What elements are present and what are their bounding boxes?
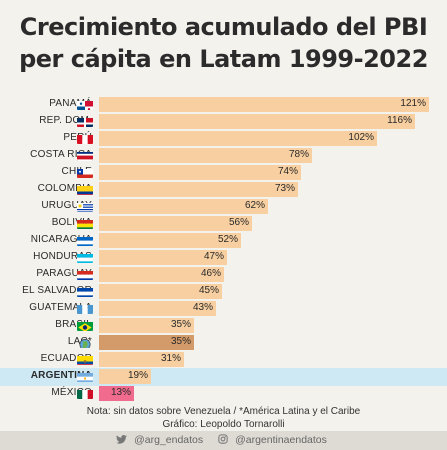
category-label: HONDURAS xyxy=(33,251,92,262)
uruguay-flag xyxy=(77,201,93,212)
bar xyxy=(99,352,184,367)
panama-flag xyxy=(77,99,93,110)
el-salvador-flag xyxy=(77,286,93,297)
brazil-flag xyxy=(77,320,93,331)
honduras-flag xyxy=(77,252,93,263)
footer-handles: @arg_endatos @argentinaendatos xyxy=(0,434,447,446)
value-label: 78% xyxy=(288,149,309,160)
nicaragua-flag xyxy=(77,235,93,246)
value-label: 19% xyxy=(127,370,148,381)
category-label: PARAGUAY xyxy=(36,268,92,279)
bar xyxy=(99,114,415,129)
value-label: 116% xyxy=(387,115,412,126)
bar xyxy=(99,199,268,214)
bar xyxy=(99,97,429,112)
value-label: 73% xyxy=(274,183,295,194)
bar xyxy=(99,165,301,180)
bar xyxy=(99,131,377,146)
category-label: PANAMÁ xyxy=(49,98,92,109)
category-label: MÉXICO xyxy=(51,387,92,398)
bar xyxy=(99,182,298,197)
category-label: EL SALVADOR xyxy=(22,285,92,296)
category-label: URUGUAY xyxy=(41,200,92,211)
value-label: 47% xyxy=(203,251,224,262)
bar xyxy=(99,267,224,282)
instagram-handle: @argentinaendatos xyxy=(235,434,327,446)
footer-bar: @arg_endatos @argentinaendatos xyxy=(0,431,447,450)
value-label: 62% xyxy=(244,200,265,211)
globe-icon xyxy=(77,337,93,348)
bar xyxy=(99,369,151,384)
value-label: 35% xyxy=(170,336,191,347)
chart-title-line-2: per cápita en Latam 1999-2022 xyxy=(19,45,428,73)
bar xyxy=(99,335,194,350)
paraguay-flag xyxy=(77,269,93,280)
category-label: BOLIVIA xyxy=(51,217,92,228)
value-label: 52% xyxy=(217,234,238,245)
guatemala-flag xyxy=(77,303,93,314)
bar xyxy=(99,284,222,299)
instagram-handle-group[interactable]: @argentinaendatos xyxy=(218,434,331,446)
ecuador-flag xyxy=(77,354,93,365)
category-label: REP. DOM. xyxy=(39,115,92,126)
value-label: 102% xyxy=(348,132,374,143)
bar xyxy=(99,386,134,401)
category-label: ARGENTINA xyxy=(30,370,92,381)
category-label: LAC* xyxy=(67,336,92,347)
dominican-republic-flag xyxy=(77,116,93,127)
twitter-handle: @arg_endatos xyxy=(134,434,204,446)
value-label: 43% xyxy=(192,302,213,313)
chart-note: Nota: sin datos sobre Venezuela / *Améri… xyxy=(86,406,361,417)
value-label: 13% xyxy=(110,387,131,398)
peru-flag xyxy=(77,133,93,144)
bar xyxy=(99,233,241,248)
value-label: 45% xyxy=(198,285,219,296)
category-label: COSTA RICA xyxy=(30,149,92,160)
mexico-flag xyxy=(77,388,93,399)
bar xyxy=(99,216,252,231)
chile-flag xyxy=(77,167,93,178)
argentina-flag xyxy=(77,371,93,382)
bar xyxy=(99,318,194,333)
category-label: BRASIL xyxy=(55,319,92,330)
value-label: 31% xyxy=(160,353,181,364)
instagram-icon xyxy=(218,434,228,444)
bar xyxy=(99,250,227,265)
category-label: COLOMBIA xyxy=(37,183,92,194)
value-label: 56% xyxy=(228,217,249,228)
bar xyxy=(99,301,216,316)
value-label: 121% xyxy=(400,98,426,109)
chart-credit: Gráfico: Leopoldo Tornarolli xyxy=(162,419,285,430)
bar xyxy=(99,148,312,163)
value-label: 35% xyxy=(170,319,191,330)
category-label: GUATEMALA xyxy=(29,302,92,313)
colombia-flag xyxy=(77,184,93,195)
category-label: CHILE xyxy=(61,166,92,177)
twitter-handle-group[interactable]: @arg_endatos xyxy=(116,434,210,446)
chart-title-line-1: Crecimiento acumulado del PBI xyxy=(19,13,428,41)
value-label: 74% xyxy=(277,166,298,177)
category-label: ECUADOR xyxy=(40,353,92,364)
category-label: NICARAGUA xyxy=(30,234,92,245)
costa-rica-flag xyxy=(77,150,93,161)
value-label: 46% xyxy=(200,268,221,279)
twitter-icon xyxy=(116,435,128,444)
bolivia-flag xyxy=(77,218,93,229)
